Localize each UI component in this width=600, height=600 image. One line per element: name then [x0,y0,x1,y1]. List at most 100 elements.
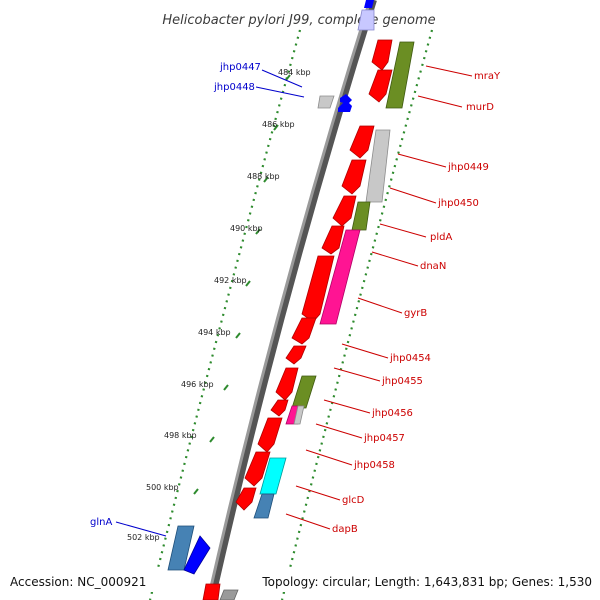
leader-line [397,153,447,168]
map-title: Helicobacter pylori J99, complete genome [162,13,435,28]
leader-line [261,69,303,88]
tick-mark [223,384,229,391]
gene-arrow-gyrB [301,255,335,323]
tick-labels: 484 kbp 486 kbp 488 kbp 490 kbp 492 kbp … [127,68,311,542]
tick-mark [209,436,215,443]
gene-block-grey-jhp0448 [317,95,335,109]
gene-label-jhp0457: jhp0457 [363,433,405,444]
leader-line [305,449,353,466]
red-genes [202,39,393,600]
tick-mark [235,332,241,339]
leader-line [379,223,427,238]
tick-label: 490 kbp [230,224,263,233]
leader-line [389,187,437,204]
gene-arrow-jhp0454a [291,317,317,345]
tick-label: 488 kbp [247,172,280,181]
gene-arrow-blue-glnA [183,535,211,575]
gene-block-magenta-dnaN [319,229,361,325]
leader-lines-right [285,65,473,530]
gene-arrow-jhp0458 [244,451,271,487]
tick-label: 502 kbp [127,533,160,542]
gene-block-cyan-glcD [259,457,287,495]
gene-label-glcD: glcD [342,495,365,506]
tick-mark [255,228,261,235]
gene-label-jhp0458: jhp0458 [353,460,395,471]
gene-labels-right: mraY murD jhp0449 jhp0450 pldA dnaN gyrB… [332,71,501,535]
gene-label-jhp0456: jhp0456 [371,408,413,419]
gene-block-steelblue-dapB [253,493,275,519]
gene-label-jhp0448: jhp0448 [213,82,255,93]
gene-arrow-bottom [202,583,221,600]
leader-line [323,399,371,414]
gene-arrow-blue-jhp0447 [340,94,352,104]
backbone-ring [206,0,372,600]
gene-label-jhp0447: jhp0447 [219,62,261,73]
leader-lines-left [115,69,305,537]
gene-arrow-dnaN [321,225,345,255]
leader-line [115,521,167,537]
gene-block-grey-jhp0456 [293,405,305,425]
tick-label: 496 kbp [181,380,214,389]
tick-label: 500 kbp [146,483,179,492]
gene-arrow-jhp0450 [341,159,367,195]
backbone-ring-dark [209,0,377,600]
footer-right-bg [256,570,600,592]
gene-arrow-blue-jhp0448 [338,100,352,112]
gene-arrow-jhp0456 [270,399,289,417]
tick-label: 486 kbp [262,120,295,129]
tick-mark [263,176,269,183]
leader-line [315,423,363,439]
tick-label: 484 kbp [278,68,311,77]
leader-line [417,95,463,108]
gene-label-dapB: dapB [332,524,358,535]
tick-label: 494 kbp [198,328,231,337]
gene-label-gyrB: gyrB [404,308,427,319]
gene-arrow-mraY [371,39,393,71]
gene-block-olive-jhp0455 [291,375,317,409]
leader-line [255,86,305,98]
gene-label-jhp0455: jhp0455 [381,376,423,387]
gene-block-grey-bottom [219,589,239,600]
gene-arrow-murD [368,69,393,103]
tick-label: 492 kbp [214,276,247,285]
gene-arrow-glcD [235,487,257,511]
topology-text: Topology: circular; Length: 1,643,831 bp… [261,575,592,589]
tick-mark [245,280,251,287]
gene-label-dnaN: dnaN [420,261,446,272]
gene-arrow-jhp0454 [285,345,307,365]
colored-genes [167,0,415,600]
footer-left-bg [0,570,160,592]
leader-line [333,367,381,382]
gene-block-olive-murD [385,41,415,109]
gene-block-grey-jhp0449 [365,129,391,203]
gene-label-murD: murD [466,102,494,113]
gene-arrow-jhp0449 [349,125,375,159]
leader-line [341,343,389,359]
tick-mark [285,74,291,81]
gene-arrow-pldA [332,195,357,227]
tick-label: 498 kbp [164,431,197,440]
gene-label-jhp0449: jhp0449 [447,162,489,173]
reverse-genes [317,94,352,112]
gene-label-jhp0450: jhp0450 [437,198,479,209]
gene-arrow-jhp0457 [257,417,283,453]
gene-arrow-jhp0455 [275,367,299,401]
gene-label-glnA: glnA [90,517,112,528]
tick-mark [273,124,279,131]
tick-mark [193,488,199,495]
gene-labels-left: jhp0447 jhp0448 glnA [90,62,261,528]
leader-line [357,297,403,314]
gene-arrow-blue-top [364,0,374,8]
accession-text: Accession: NC_000921 [10,575,146,589]
leader-line [425,65,473,77]
gene-block-olive-pldA [351,201,371,231]
leader-line [285,513,331,530]
leader-line [295,485,341,501]
gene-label-jhp0454: jhp0454 [389,353,431,364]
gene-block-lavender-top [357,9,375,31]
gene-label-mraY: mraY [474,71,501,82]
leader-line [371,251,419,267]
gene-label-pldA: pldA [430,232,452,243]
